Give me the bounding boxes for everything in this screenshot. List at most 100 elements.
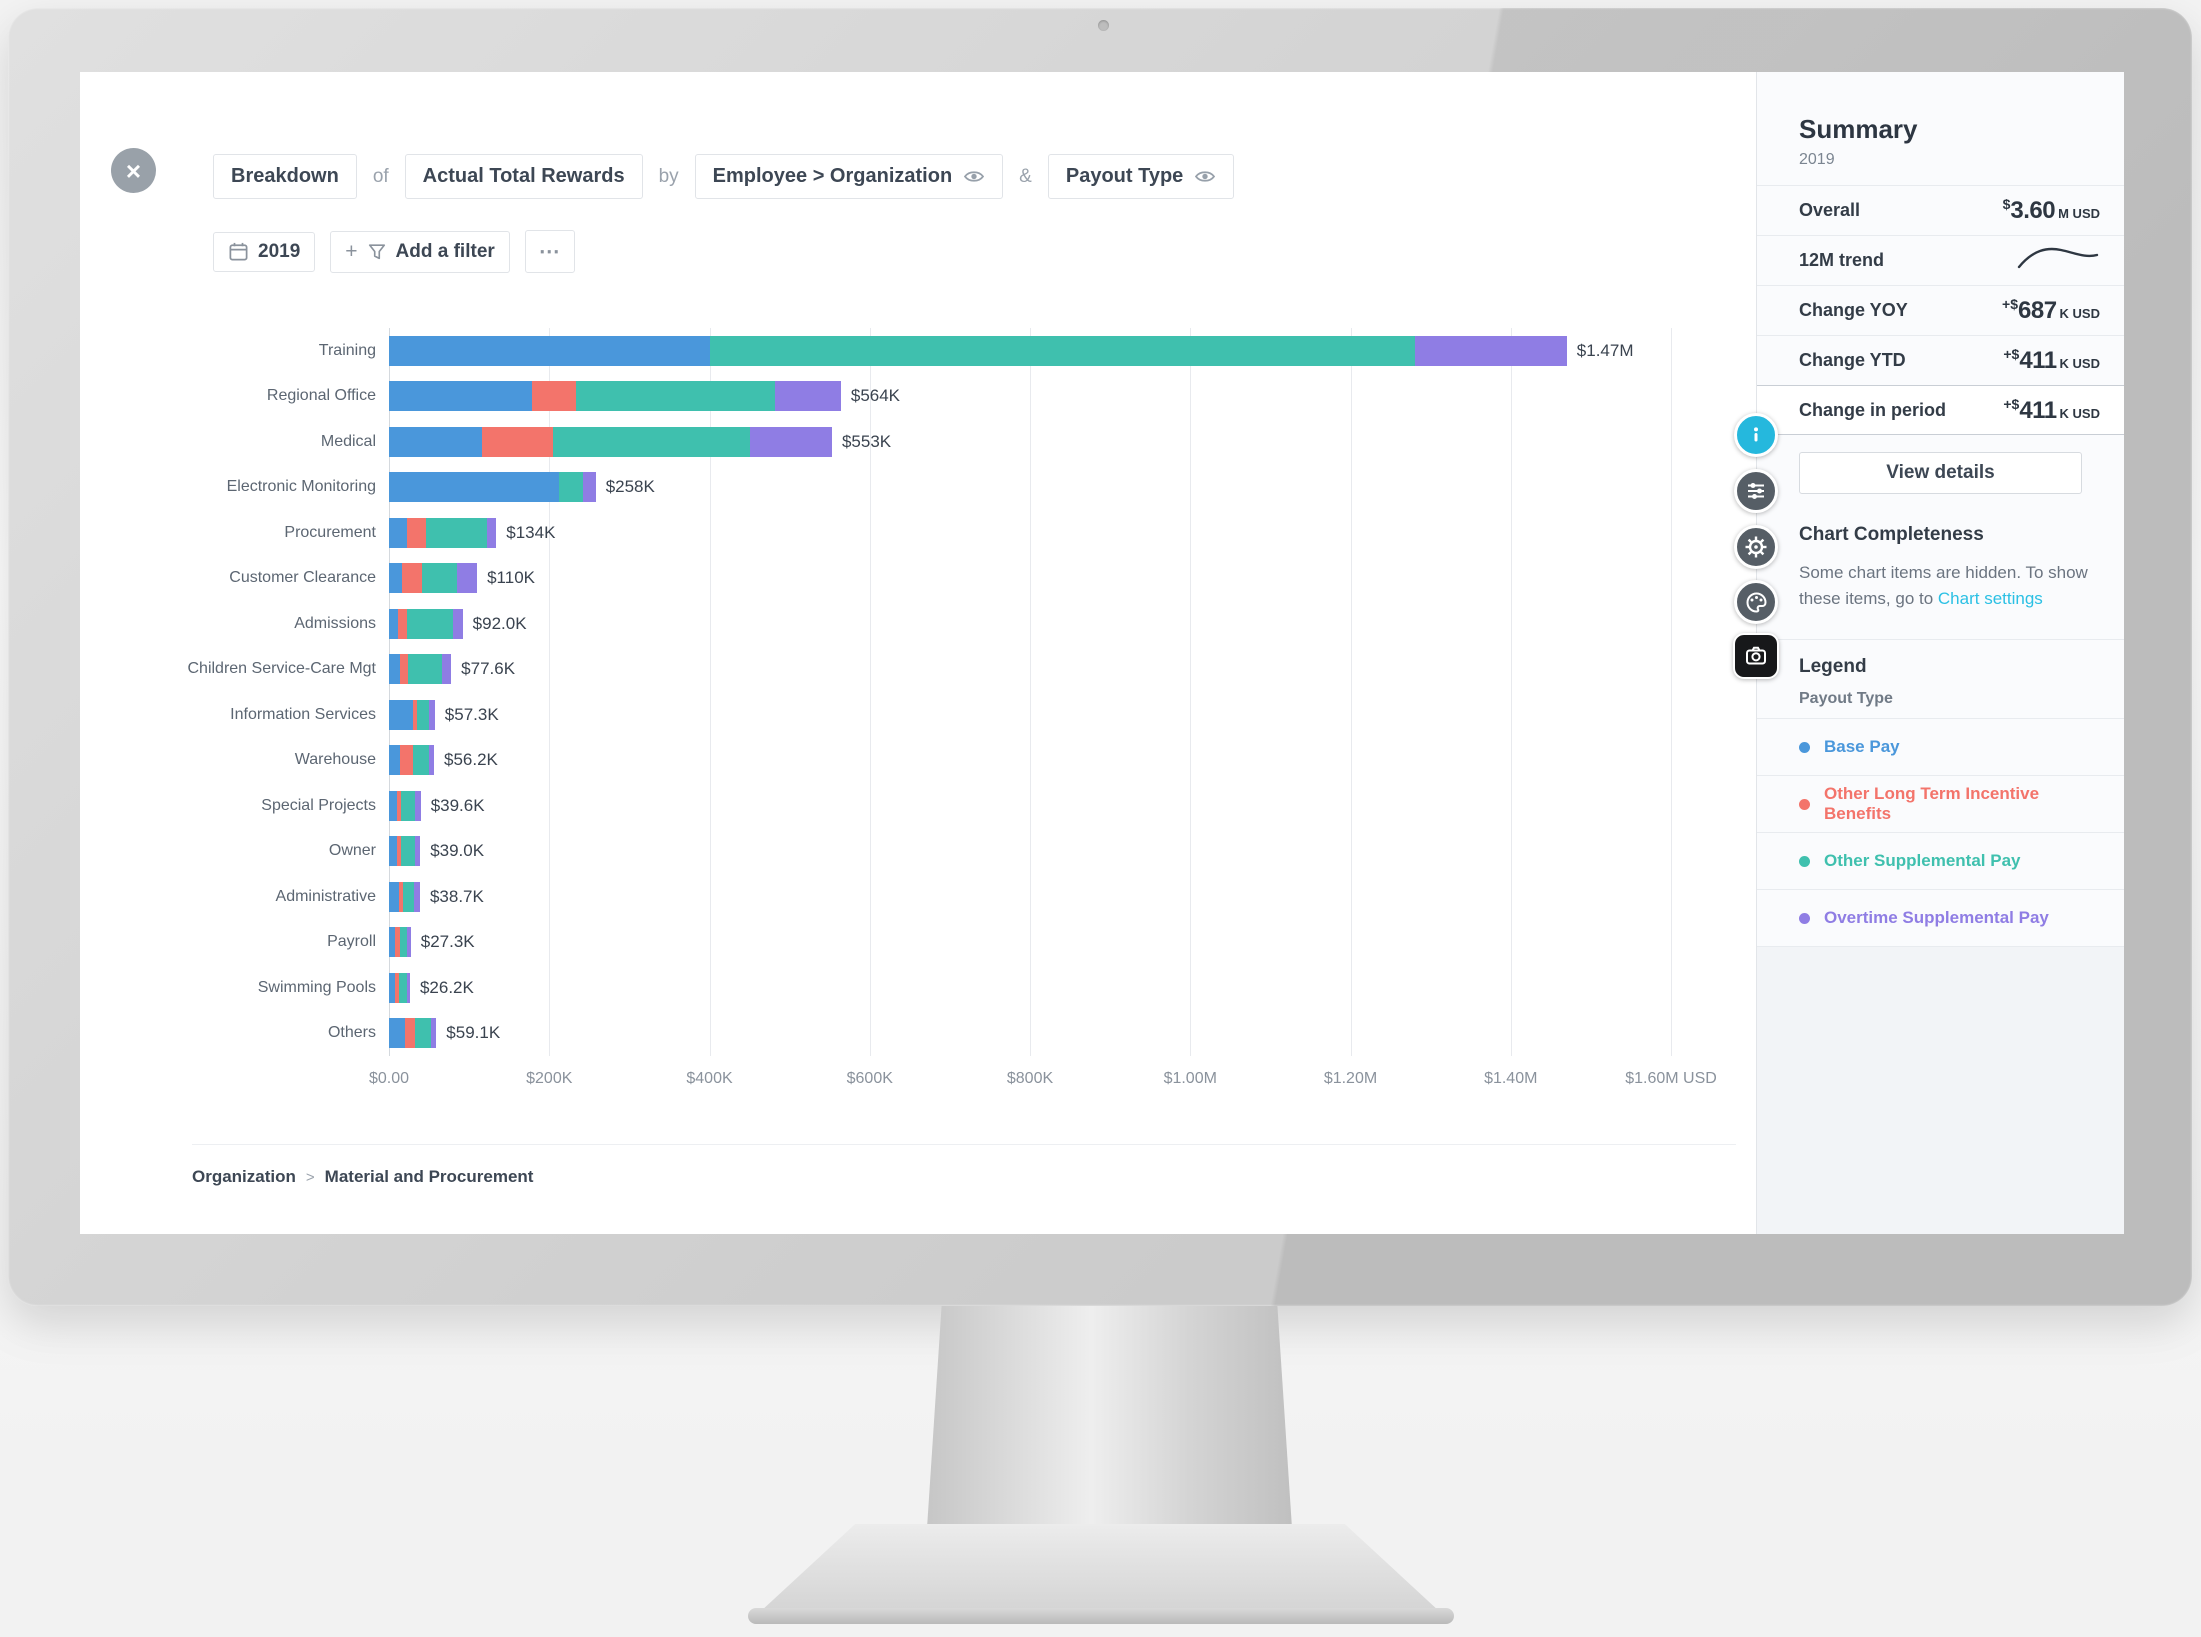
bar-segment[interactable] [389,745,401,776]
chart-grid [389,328,1672,1056]
bar-segment[interactable] [400,927,408,958]
bar-segment[interactable] [428,745,434,776]
bar-segment[interactable] [389,1018,405,1049]
bar-segment[interactable] [582,472,596,503]
legend-color-dot [1799,741,1810,753]
year-filter-chip[interactable]: 2019 [213,231,316,272]
legend-item[interactable]: Base Pay [1757,719,2124,776]
bar-segment[interactable] [389,699,413,730]
legend-item[interactable]: Other Supplemental Pay [1757,833,2124,890]
bar-segment[interactable] [413,699,417,730]
bar-segment[interactable] [389,654,401,685]
bar-segment[interactable] [453,608,463,639]
bar-segment[interactable] [417,699,429,730]
view-details-button[interactable]: View details [1799,452,2082,494]
webcam-dot [1098,20,1109,31]
bar-segment[interactable] [389,381,532,412]
bar-segment[interactable] [397,790,401,821]
sliders-button[interactable] [1734,469,1778,513]
summary-year: 2019 [1799,151,1835,168]
bar-segment[interactable] [389,563,402,594]
legend-title: Legend [1799,656,1867,677]
bar-segment[interactable] [531,381,577,412]
bar-segment[interactable] [407,927,411,958]
chart-settings-link[interactable]: Chart settings [1937,588,2043,608]
bar-segment[interactable] [750,426,832,457]
bar-segment[interactable] [405,1018,415,1049]
bar-segment[interactable] [412,745,429,776]
bar-segment[interactable] [457,563,478,594]
bar-segment[interactable] [389,790,397,821]
bar-segment[interactable] [709,335,1415,366]
breakdown-token[interactable]: Breakdown [213,154,357,199]
chart-row: Swimming Pools $26.2K [80,965,1756,1011]
stacked-bar [389,426,832,457]
bar-segment[interactable] [389,972,395,1003]
bar-segment[interactable] [407,608,454,639]
settings-button[interactable] [1734,525,1778,569]
breadcrumb-organization[interactable]: Organization [192,1167,296,1186]
bar-segment[interactable] [486,517,497,548]
bar-segment[interactable] [394,972,400,1003]
bar-segment[interactable] [389,836,397,867]
legend-color-dot [1799,912,1810,924]
x-tick-label: $600K [846,1070,893,1087]
bar-segment[interactable] [429,699,435,730]
bar-segment[interactable] [576,381,776,412]
bar-segment[interactable] [407,517,426,548]
bar-segment[interactable] [1414,335,1567,366]
bar-segment[interactable] [399,972,407,1003]
bar-segment[interactable] [389,608,398,639]
bar-segment[interactable] [389,927,396,958]
bar-segment[interactable] [775,381,841,412]
bar-segment[interactable] [425,517,487,548]
legend-item[interactable]: Other Long Term Incentive Benefits [1757,776,2124,833]
dimension2-token[interactable]: Payout Type [1047,154,1235,199]
bar-segment[interactable] [389,335,710,366]
bar-total-label: $26.2K [419,977,474,997]
bar-segment[interactable] [400,654,409,685]
summary-row-label: Change YTD [1799,350,1906,370]
bar-segment[interactable] [400,745,413,776]
bar-segment[interactable] [415,790,421,821]
bar-segment[interactable] [553,426,751,457]
bar-segment[interactable] [389,426,482,457]
bar-segment[interactable] [389,472,559,503]
bar-segment[interactable] [558,472,583,503]
close-button[interactable]: × [111,148,156,193]
bar-segment[interactable] [415,836,421,867]
bar-segment[interactable] [389,517,408,548]
bar-segment[interactable] [401,790,416,821]
chart-row: Others $59.1K [80,1011,1756,1057]
bar-segment[interactable] [397,608,408,639]
info-button[interactable] [1734,413,1778,457]
more-options-button[interactable]: ⋯ [524,230,575,273]
bar-segment[interactable] [402,881,414,912]
eye-icon[interactable] [963,169,985,184]
bar-segment[interactable] [421,563,458,594]
bar-segment[interactable] [408,654,442,685]
eye-icon[interactable] [1194,169,1216,184]
screenshot-button[interactable] [1733,633,1779,679]
bar-segment[interactable] [397,836,401,867]
bar-segment[interactable] [406,972,410,1003]
chart-row: Medical $553K [80,419,1756,465]
bar-segment[interactable] [398,881,403,912]
bar-segment[interactable] [413,881,420,912]
bar-segment[interactable] [395,927,401,958]
bar-segment[interactable] [441,654,452,685]
bar-segment[interactable] [481,426,554,457]
bar-segment[interactable] [401,836,416,867]
stacked-bar [389,699,435,730]
breadcrumb-material-and-procurement[interactable]: Material and Procurement [324,1167,534,1186]
palette-button[interactable] [1734,580,1778,624]
add-filter-button[interactable]: + Add a filter [330,230,510,273]
bar-total-label: $57.3K [444,704,499,724]
bar-segment[interactable] [414,1018,431,1049]
bar-segment[interactable] [401,563,422,594]
metric-token[interactable]: Actual Total Rewards [404,154,643,199]
bar-segment[interactable] [430,1018,437,1049]
legend-item[interactable]: Overtime Supplemental Pay [1757,890,2124,947]
bar-segment[interactable] [389,881,399,912]
dimension-token[interactable]: Employee > Organization [694,154,1004,199]
